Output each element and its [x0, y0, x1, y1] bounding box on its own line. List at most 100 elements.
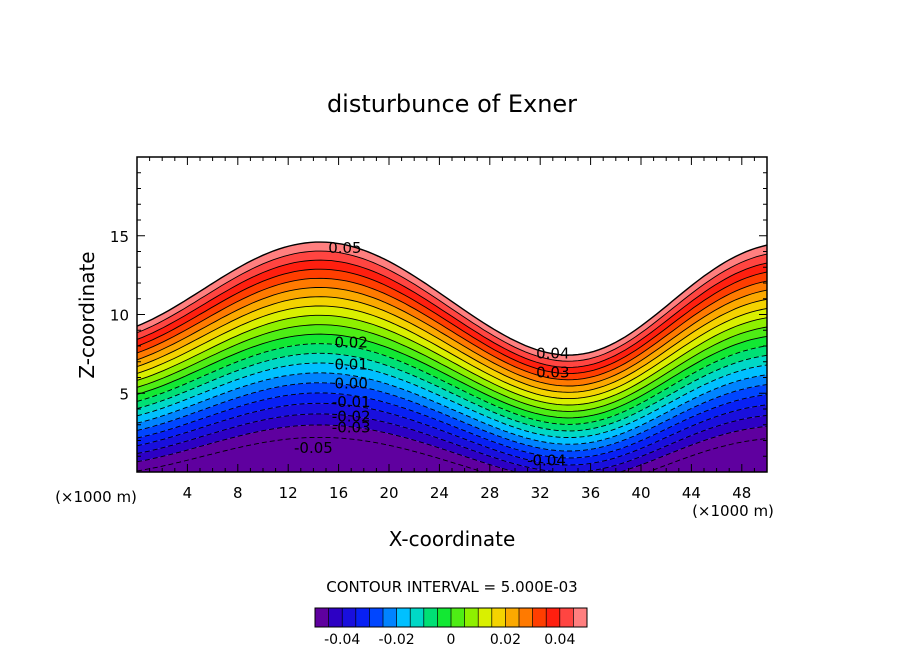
contour-line	[137, 424, 767, 472]
contour-label: 0.01	[334, 355, 367, 373]
x-tick-label: 40	[631, 484, 650, 502]
contour-line	[137, 402, 767, 466]
x-axis-ticks: 4 8 12 16 20 24 28 32 36 40 44 48	[149, 157, 755, 502]
contour-label: -0.04	[527, 452, 566, 470]
contour-line	[137, 382, 767, 452]
contour-label: -0.01	[332, 393, 371, 411]
colorbar-segment	[423, 608, 438, 627]
x-tick-label: 48	[732, 484, 751, 502]
contour-label: 0.05	[328, 239, 361, 257]
contour-line	[137, 343, 767, 425]
x-tick-label: 36	[581, 484, 600, 502]
contour-band	[137, 296, 767, 399]
x-tick-label: 20	[379, 484, 398, 502]
contour-line	[137, 372, 767, 445]
colorbar-segment	[369, 608, 384, 627]
contour-band	[137, 315, 767, 412]
colorbar-segment	[559, 608, 574, 627]
x-unit-right: (×1000 m)	[692, 502, 774, 520]
contour-band	[137, 278, 767, 386]
contour-lines	[137, 241, 767, 472]
colorbar-segment	[519, 608, 534, 627]
contour-line	[137, 392, 767, 459]
contour-band	[137, 343, 767, 431]
y-tick-label: 15	[110, 228, 129, 246]
y-tick-label: 10	[110, 307, 129, 325]
x-tick-label: 24	[430, 484, 449, 502]
colorbar-segment	[464, 608, 479, 627]
contour-label: -0.05	[294, 439, 333, 457]
contour-label: -0.02	[332, 407, 371, 425]
contour-band	[137, 382, 767, 458]
contour-line	[137, 352, 767, 432]
contour-label: 0.02	[334, 333, 367, 351]
contour-band	[137, 403, 767, 472]
colorbar-tick-label: -0.02	[378, 632, 414, 648]
contour-label: 0.03	[536, 363, 569, 381]
y-axis-label: Z-coordinate	[75, 251, 99, 378]
contour-band	[137, 324, 767, 418]
contour-line	[137, 413, 767, 472]
contour-band	[137, 287, 767, 393]
colorbar-segment	[410, 608, 425, 627]
colorbar-tick-label: -0.04	[324, 632, 360, 648]
colorbar-segment	[437, 608, 452, 627]
colorbar-frame	[314, 607, 588, 628]
contour-band	[137, 425, 767, 472]
contour-line	[137, 333, 767, 419]
y-tick-label: 5	[119, 385, 129, 403]
colorbar-segment	[328, 608, 343, 627]
contour-line	[137, 277, 767, 381]
contour-line	[137, 287, 767, 387]
x-unit-left: (×1000 m)	[55, 488, 137, 506]
y-axis-ticks: 5 10 15	[110, 172, 767, 457]
colorbar-segment	[478, 608, 493, 627]
contour-band	[137, 306, 767, 405]
colorbar-segment	[355, 608, 370, 627]
x-tick-label: 32	[531, 484, 550, 502]
contour-interval-label: CONTOUR INTERVAL = 5.000E-03	[326, 578, 577, 596]
contour-line	[137, 324, 767, 412]
chart-title: disturbunce of Exner	[327, 90, 577, 118]
contour-line	[137, 305, 767, 400]
colorbar-segment	[396, 608, 411, 627]
contour-band	[137, 353, 767, 438]
colorbar-segment	[342, 608, 357, 627]
contour-line	[137, 362, 767, 438]
contour-labels: 0.05 0.040.03 0.02 0.010.00-0.01-0.02-0.03 -…	[294, 239, 570, 470]
x-tick-label: 8	[233, 484, 243, 502]
contour-band	[137, 269, 767, 380]
colorbar	[314, 608, 588, 627]
colorbar-segment	[491, 608, 506, 627]
x-tick-label: 44	[682, 484, 701, 502]
colorbar-segment	[315, 608, 330, 627]
contour-line	[137, 268, 767, 375]
x-axis-label: X-coordinate	[389, 527, 516, 551]
contour-fill-bands	[137, 242, 767, 472]
contour-label: 0.04	[536, 344, 569, 362]
colorbar-segment	[505, 608, 520, 627]
x-tick-label: 16	[329, 484, 348, 502]
colorbar-segment	[532, 608, 547, 627]
contour-band	[137, 334, 767, 425]
contour-band	[137, 372, 767, 451]
contour-line	[137, 436, 767, 472]
x-tick-label: 28	[480, 484, 499, 502]
colorbar-ticks: -0.04 -0.02 0 0.02 0.04	[324, 632, 575, 648]
colorbar-tick-label: 0.02	[490, 632, 521, 648]
contour-line	[137, 314, 767, 406]
contour-line	[137, 296, 767, 393]
colorbar-segment	[451, 608, 466, 627]
x-tick-label: 4	[183, 484, 193, 502]
contour-line	[137, 241, 767, 356]
colorbar-segment	[573, 608, 588, 627]
colorbar-tick-label: 0.04	[544, 632, 575, 648]
colorbar-tick-label: 0	[447, 632, 456, 648]
contour-band	[137, 363, 767, 445]
colorbar-segment	[383, 608, 398, 627]
colorbar-segment	[546, 608, 561, 627]
contour-label: -0.03	[332, 418, 371, 436]
contour-band	[137, 392, 767, 465]
contour-line	[137, 259, 767, 368]
